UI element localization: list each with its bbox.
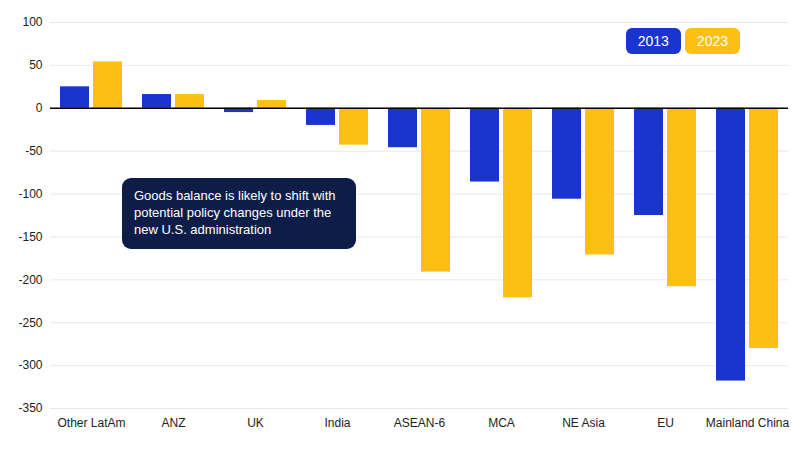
svg-text:0: 0	[36, 101, 43, 115]
svg-text:50: 50	[29, 58, 43, 72]
svg-text:ASEAN-6: ASEAN-6	[394, 416, 446, 430]
svg-text:MCA: MCA	[488, 416, 515, 430]
html-text:2023: 2023	[696, 33, 728, 49]
svg-text:NE Asia: NE Asia	[562, 416, 605, 430]
svg-text:-300: -300	[18, 358, 42, 372]
svg-text:100: 100	[22, 15, 42, 29]
svg-text:-50: -50	[25, 144, 43, 158]
html-text:Goods balance is likely to shi: Goods balance is likely to shift with po…	[134, 188, 336, 237]
svg-text:Other LatAm: Other LatAm	[57, 416, 125, 430]
svg-text:UK: UK	[247, 416, 264, 430]
svg-text:-100: -100	[18, 187, 42, 201]
svg-text:-250: -250	[18, 316, 42, 330]
svg-text:ANZ: ANZ	[162, 416, 186, 430]
svg-text:Mainland China: Mainland China	[706, 416, 790, 430]
svg-text:EU: EU	[657, 416, 674, 430]
svg-text:-200: -200	[18, 273, 42, 287]
svg-text:-350: -350	[18, 401, 42, 415]
html-text:2013: 2013	[637, 33, 669, 49]
svg-text:-150: -150	[18, 230, 42, 244]
svg-text:India: India	[324, 416, 350, 430]
